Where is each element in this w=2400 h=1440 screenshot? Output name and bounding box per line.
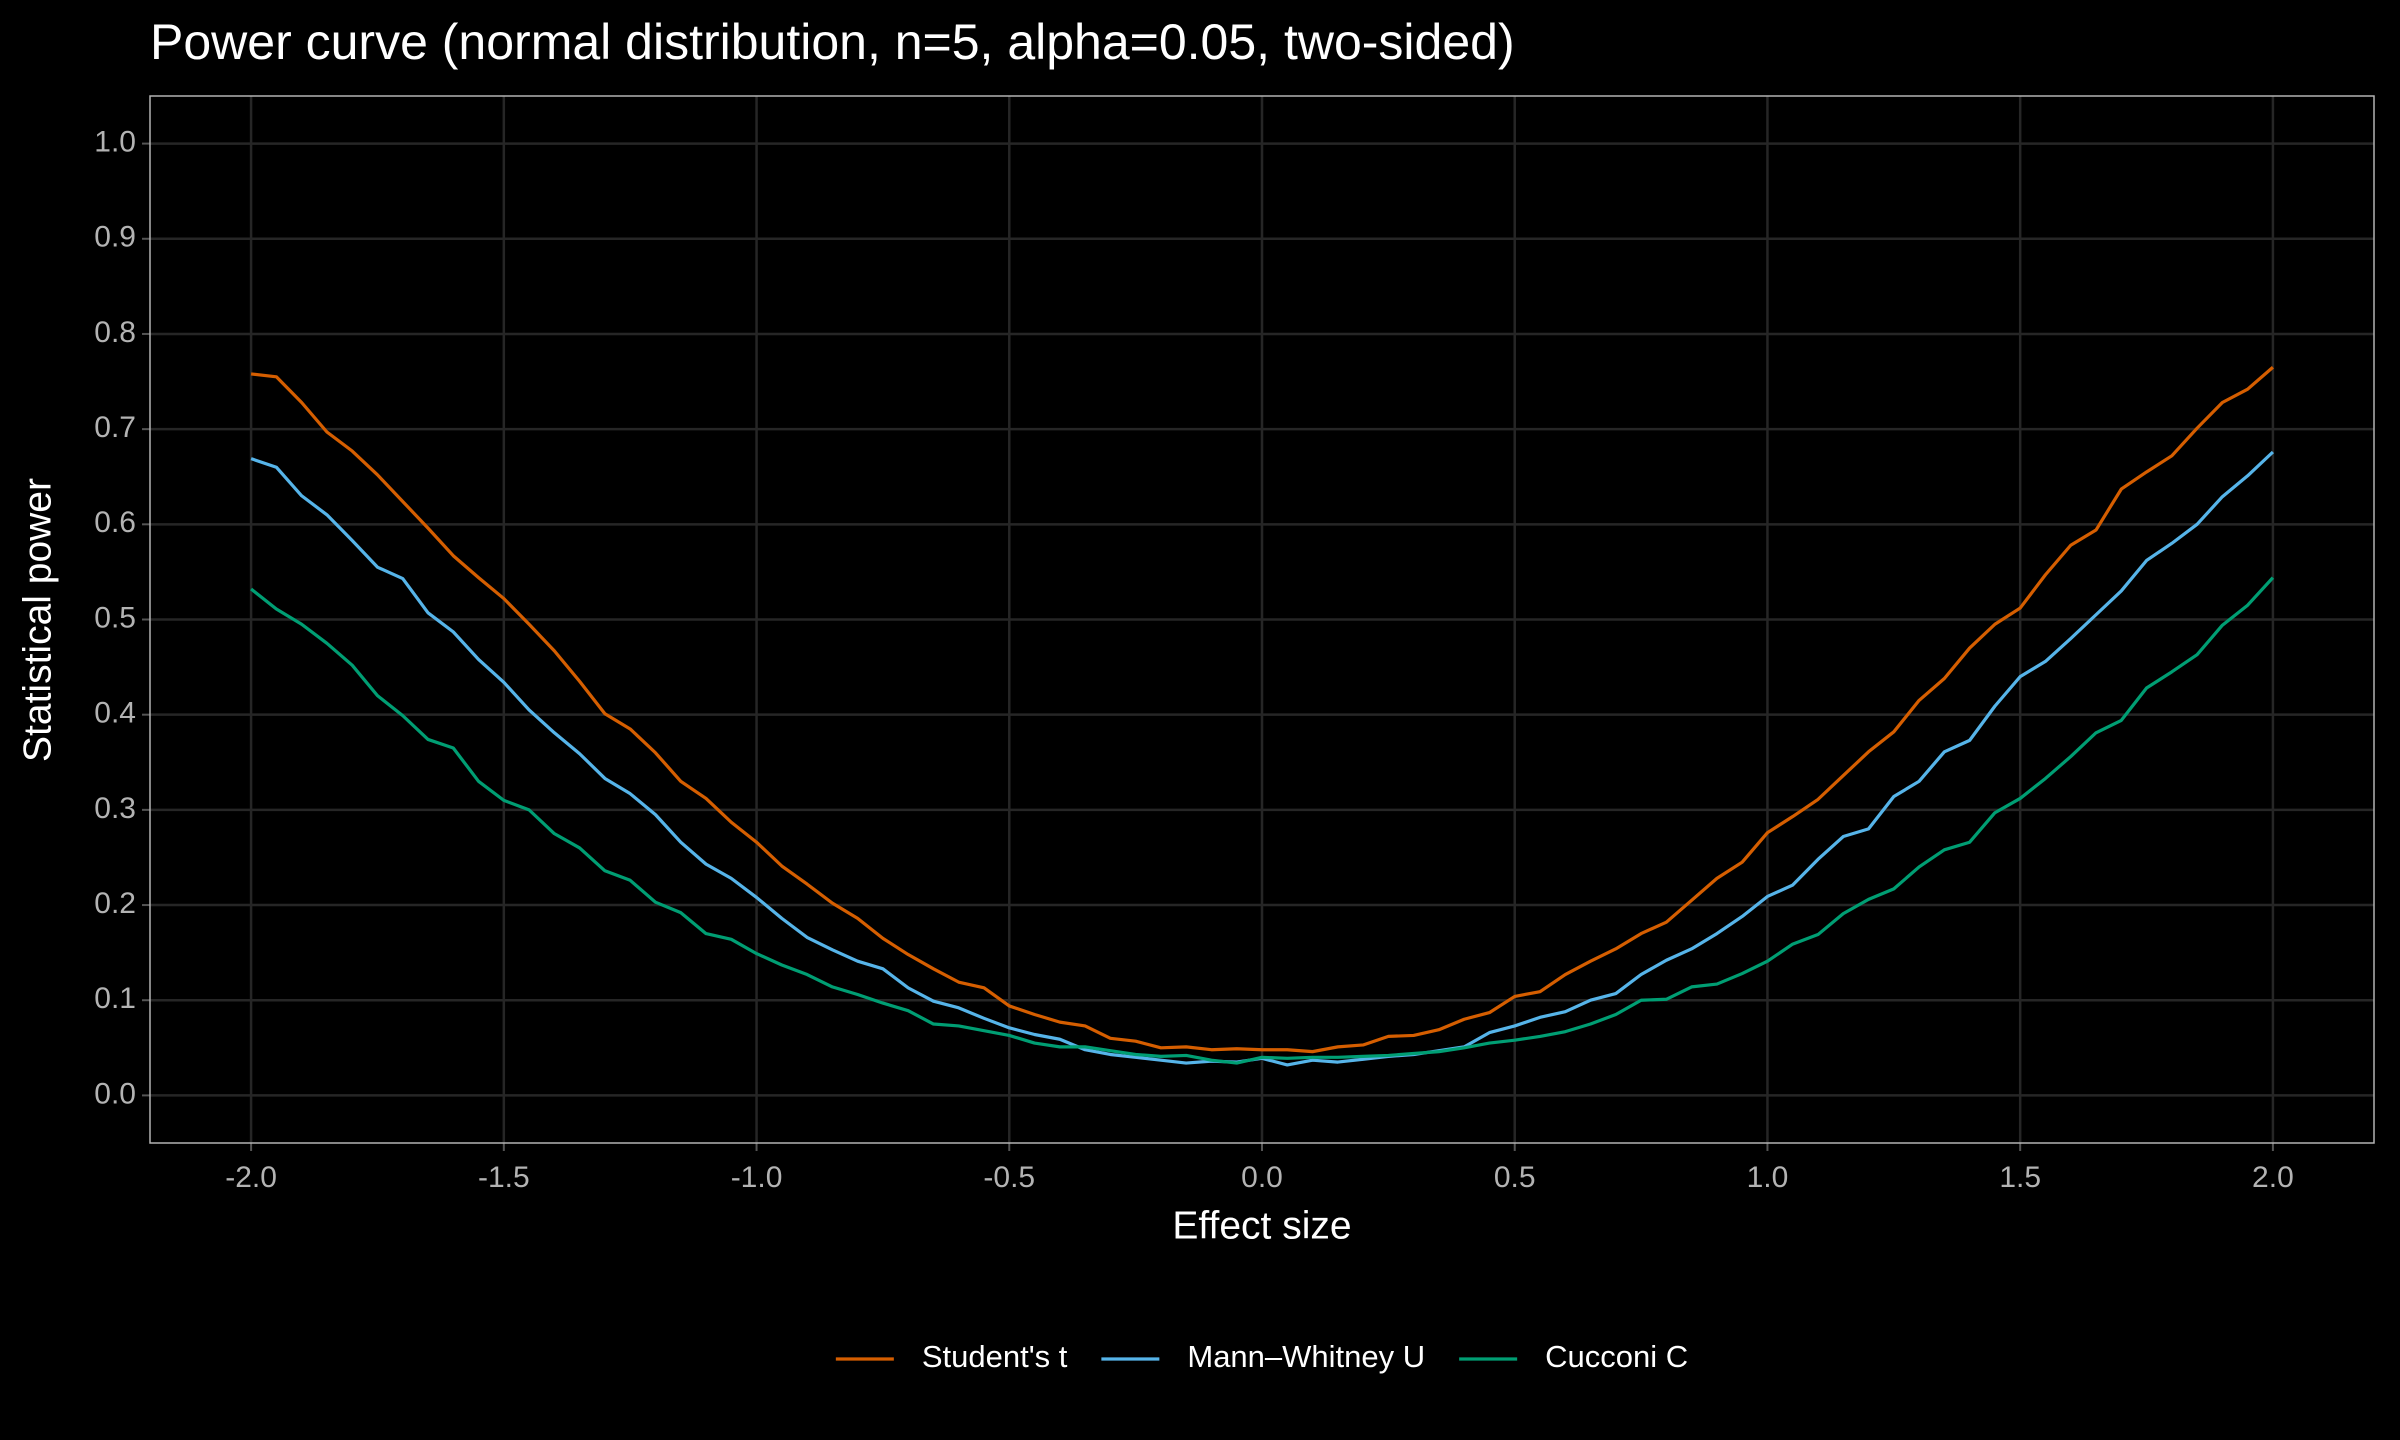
y-tick-label: 0.5 <box>94 601 136 634</box>
y-tick-label: 0.3 <box>94 792 136 825</box>
series-line <box>250 366 2274 1054</box>
legend-label: Student's t <box>922 1339 1068 1374</box>
x-tick-label: 0.0 <box>1241 1161 1283 1194</box>
y-tick-label: 0.7 <box>94 411 136 444</box>
x-tick-label: 1.0 <box>1747 1161 1789 1194</box>
x-tick-label: -1.0 <box>731 1161 783 1194</box>
series-line <box>250 576 2275 1065</box>
legend-label: Cucconi C <box>1545 1339 1688 1374</box>
y-tick-label: 0.6 <box>94 506 136 539</box>
panel-border <box>149 95 2375 1144</box>
y-tick-label: 0.8 <box>94 316 136 349</box>
x-tick-label: 1.5 <box>1999 1161 2041 1194</box>
x-tick-label: -0.5 <box>983 1161 1035 1194</box>
x-tick-label: 0.5 <box>1494 1161 1536 1194</box>
y-tick-label: 0.9 <box>94 221 136 254</box>
x-tick-label: -2.0 <box>225 1161 277 1194</box>
legend-label: Mann–Whitney U <box>1187 1339 1425 1374</box>
y-axis-title: Statistical power <box>16 478 59 762</box>
y-tick-label: 0.2 <box>94 887 136 920</box>
y-tick-label: 0.1 <box>94 982 136 1015</box>
x-tick-label: -1.5 <box>478 1161 530 1194</box>
y-tick-label: 0.4 <box>94 697 136 730</box>
chart-title: Power curve (normal distribution, n=5, a… <box>150 14 1515 70</box>
legend: Student's t Mann–Whitney U Cucconi C <box>835 1339 1688 1374</box>
y-tick-label: 1.0 <box>94 126 136 159</box>
x-tick-label: 2.0 <box>2252 1161 2294 1194</box>
x-axis-title: Effect size <box>1172 1204 1351 1247</box>
y-tick-label: 0.0 <box>94 1077 136 1110</box>
